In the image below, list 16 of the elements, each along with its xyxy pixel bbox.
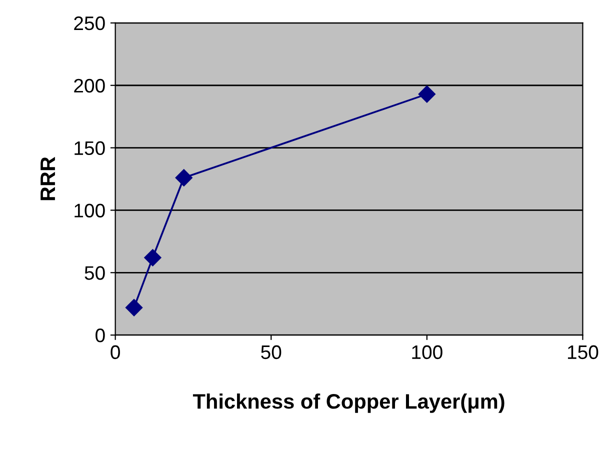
x-tick-label: 100 [412,345,442,360]
point [418,86,436,103]
point [125,299,143,316]
y-tick-label: 100 [74,204,105,218]
y-axis-title: RRR [40,156,55,200]
x-tick-label: 150 [568,345,598,360]
y-tick-label: 50 [84,266,105,280]
point [144,249,162,266]
y-tick-label: 250 [74,16,105,30]
y-tick-label: 150 [74,141,105,156]
y-tick-label: 200 [74,78,105,93]
x-tick-label: 50 [261,345,282,360]
y-tick-label: 0 [96,328,105,342]
point [175,169,192,186]
x-axis-title: Thickness of Copper Layer(μm) [192,393,504,413]
x-tick-label: 0 [110,345,120,360]
